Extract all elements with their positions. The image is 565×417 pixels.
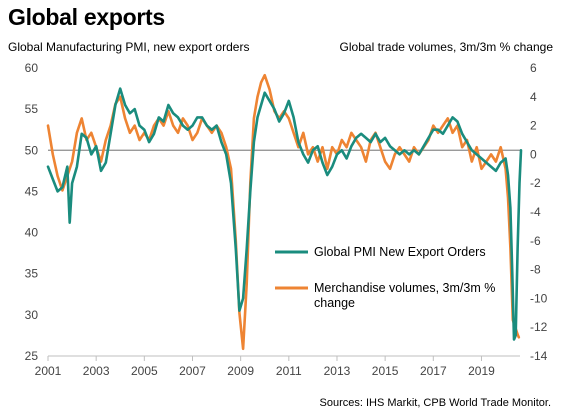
left-tick-label: 60	[25, 61, 39, 75]
left-tick-label: 30	[25, 308, 39, 322]
left-axis-title: Global Manufacturing PMI, new export ord…	[8, 40, 250, 54]
right-tick-label: -4	[530, 205, 541, 219]
series-line-pmi-export-orders	[46, 87, 523, 341]
right-axis-title: Global trade volumes, 3m/3m % change	[339, 40, 553, 54]
left-tick-label: 50	[25, 143, 39, 157]
chart-title: Global exports	[8, 4, 165, 30]
x-tick-label: 2015	[372, 364, 399, 378]
x-tick-label: 2003	[83, 364, 110, 378]
right-tick-label: -12	[530, 320, 548, 334]
legend-label-line: change	[314, 296, 355, 310]
legend-item-merchandise-volumes: Merchandise volumes, 3m/3m % change	[275, 281, 495, 310]
right-tick-label: -14	[530, 349, 548, 363]
left-tick-label: 40	[25, 226, 39, 240]
right-tick-label: -6	[530, 234, 541, 248]
source-note: Sources: IHS Markit, CPB World Trade Mon…	[319, 397, 551, 409]
right-tick-label: -2	[530, 176, 541, 190]
x-tick-label: 2009	[227, 364, 254, 378]
right-tick-label: 6	[530, 61, 537, 75]
x-tick-label: 2019	[468, 364, 495, 378]
series-layer	[46, 73, 523, 351]
x-tick-label: 2001	[35, 364, 62, 378]
legend-label: Merchandise volumes, 3m/3m % change	[314, 281, 495, 310]
x-tick-label: 2011	[276, 364, 302, 378]
right-tick-label: -8	[530, 263, 541, 277]
left-tick-label: 35	[25, 267, 39, 281]
legend-label-line: Merchandise volumes, 3m/3m %	[314, 281, 495, 295]
left-tick-label: 25	[25, 349, 39, 363]
legend-label: Global PMI New Export Orders	[314, 245, 486, 259]
legend: Global PMI New Export Orders Merchandise …	[275, 245, 495, 310]
right-tick-label: -10	[530, 291, 548, 305]
series-line-merchandise-volumes	[46, 73, 521, 351]
legend-item-pmi-export-orders: Global PMI New Export Orders	[275, 245, 486, 259]
left-tick-label: 45	[25, 184, 39, 198]
right-tick-label: 0	[530, 147, 537, 161]
left-tick-label: 55	[25, 102, 39, 116]
x-tick-label: 2013	[324, 364, 351, 378]
right-tick-label: 4	[530, 90, 537, 104]
x-tick-label: 2007	[179, 364, 206, 378]
right-tick-label: 2	[530, 119, 537, 133]
x-tick-label: 2005	[131, 364, 158, 378]
chart-axes: 25 30 35 40 45 50 55 60 -14 -12 -10 -8 -6 -4 -2 0 2 4 6 200…	[25, 61, 548, 378]
x-tick-label: 2017	[420, 364, 447, 378]
